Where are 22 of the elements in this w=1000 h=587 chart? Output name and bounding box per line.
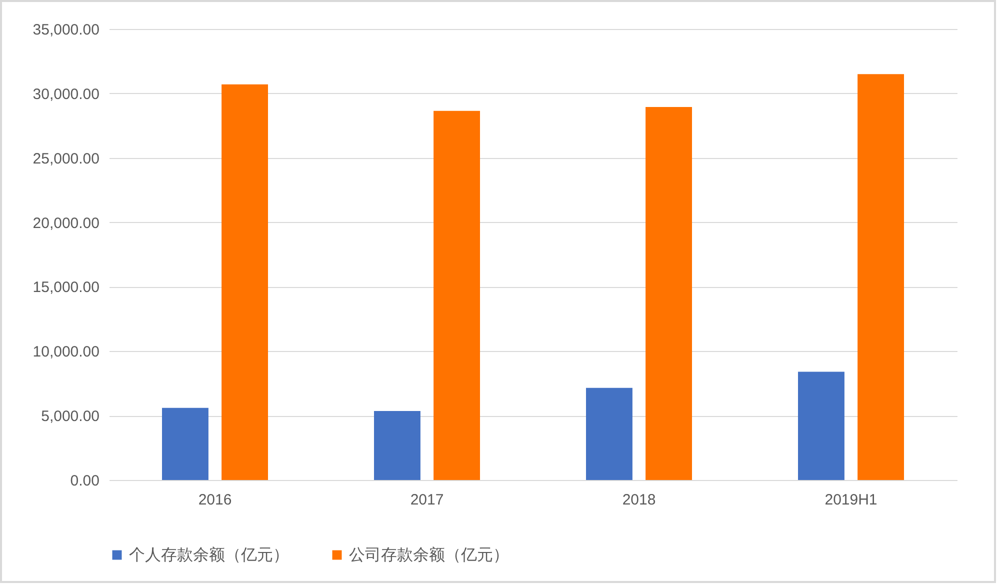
y-tick-label: 15,000.00 — [32, 279, 100, 296]
bar — [222, 84, 268, 480]
y-tick-label: 25,000.00 — [32, 150, 100, 168]
x-tick-label: 2016 — [198, 492, 232, 508]
bar — [858, 74, 904, 480]
legend-label: 公司存款余额（亿元） — [349, 546, 509, 564]
x-tick-label: 2019H1 — [824, 492, 878, 508]
bar — [646, 106, 692, 480]
bar — [162, 408, 208, 480]
bar — [798, 372, 844, 480]
y-tick-label: 35,000.00 — [32, 22, 100, 38]
legend-label: 个人存款余额（亿元） — [129, 546, 289, 564]
x-tick-label: 2018 — [622, 492, 656, 508]
y-tick-label: 10,000.00 — [32, 344, 100, 361]
bar — [434, 110, 480, 480]
bar — [374, 411, 420, 480]
y-tick-label: 30,000.00 — [32, 86, 100, 103]
bar — [586, 388, 632, 480]
y-tick-label: 5,000.00 — [41, 408, 100, 426]
x-tick-label: 2017 — [410, 492, 444, 508]
y-tick-label: 0.00 — [70, 472, 100, 490]
y-tick-label: 20,000.00 — [32, 214, 100, 232]
